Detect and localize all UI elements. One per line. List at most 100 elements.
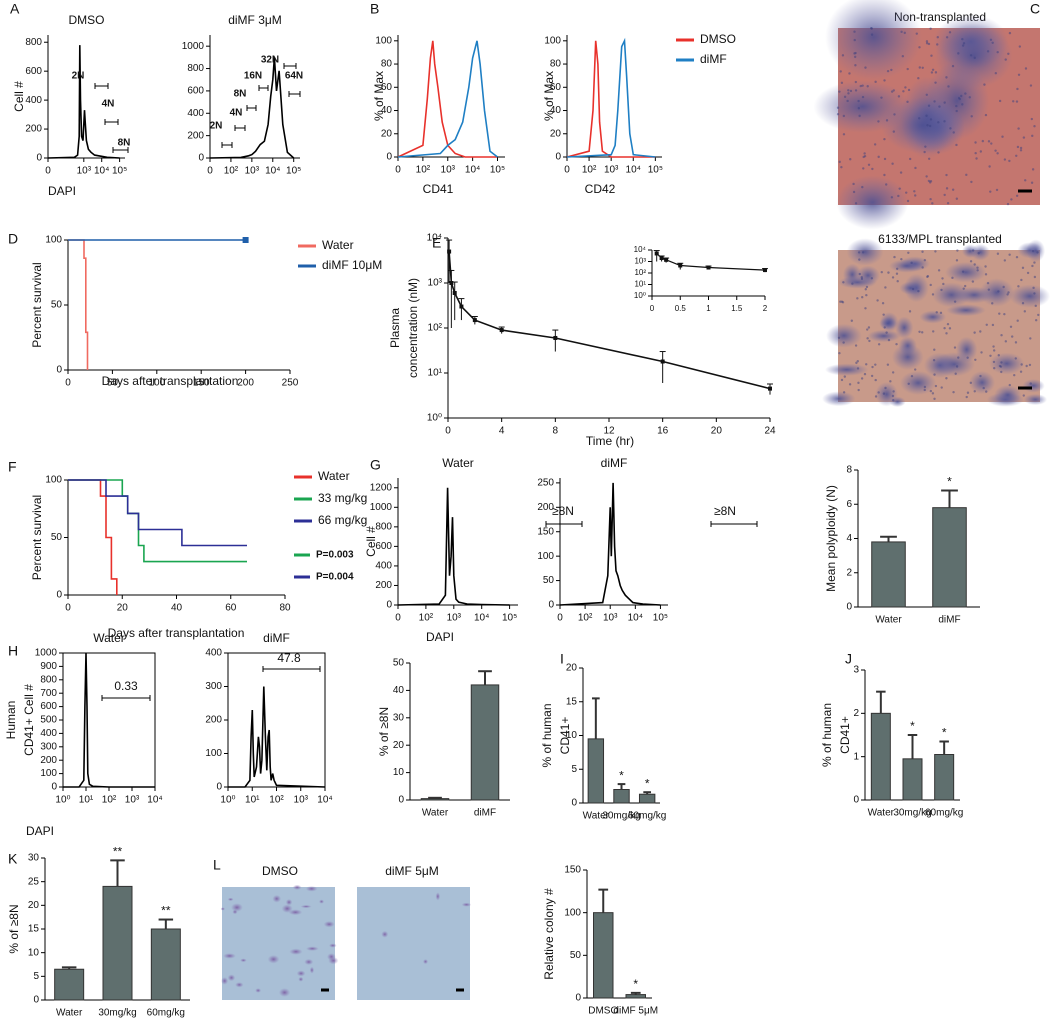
nucleus xyxy=(1021,266,1025,270)
nucleus xyxy=(840,81,844,85)
nucleus xyxy=(907,88,911,92)
panel-letter: D xyxy=(8,231,18,247)
y-tick-label: 800 xyxy=(187,63,204,74)
cell-cluster xyxy=(970,243,991,261)
dish xyxy=(357,887,470,1000)
nucleus xyxy=(873,143,877,146)
y-tick-label: 10³ xyxy=(428,278,443,289)
nucleus xyxy=(1019,149,1023,152)
cell-cluster xyxy=(889,259,925,273)
nucleus xyxy=(981,139,985,143)
nucleus xyxy=(936,43,939,46)
nucleus xyxy=(969,54,973,57)
nucleus xyxy=(976,266,979,269)
point xyxy=(660,359,665,364)
nucleus xyxy=(957,52,960,55)
x-axis-label: DAPI xyxy=(426,630,454,644)
y-tick-label: 100 xyxy=(205,748,222,759)
nucleus xyxy=(1033,275,1037,279)
nucleus xyxy=(931,202,934,205)
nucleus xyxy=(929,27,932,30)
bar xyxy=(871,541,906,608)
colony xyxy=(461,902,472,907)
x-tick-label: 10³ xyxy=(441,165,456,176)
nucleus xyxy=(980,351,983,354)
nucleus xyxy=(867,326,871,329)
y-axis-label: % of Max xyxy=(542,71,556,121)
y-tick-label: 20 xyxy=(393,740,405,751)
nucleus xyxy=(1032,286,1035,290)
annotation: 16N xyxy=(244,71,262,82)
y-tick-label: 20 xyxy=(28,900,40,911)
x-tick-label: 60 xyxy=(225,603,237,614)
nucleus xyxy=(931,392,935,395)
nucleus xyxy=(1000,370,1003,374)
nucleus xyxy=(1029,84,1033,87)
nucleus xyxy=(865,293,868,297)
nucleus xyxy=(849,89,853,93)
y-tick-label: 60 xyxy=(381,82,393,93)
nucleus xyxy=(913,190,916,193)
x-tick-label: 0 xyxy=(445,426,451,437)
x-tick-label: 10² xyxy=(102,795,117,806)
x-tick-label: 10⁴ xyxy=(265,166,280,177)
colony xyxy=(223,953,236,959)
nucleus xyxy=(975,157,978,160)
panel-letter: J xyxy=(845,651,852,667)
y-tick-label: 400 xyxy=(25,95,42,106)
nucleus xyxy=(885,331,888,334)
cell-cluster xyxy=(1023,393,1048,406)
nucleus xyxy=(929,197,932,201)
nucleus xyxy=(927,157,931,160)
significance: ** xyxy=(161,904,171,918)
series-line xyxy=(559,482,661,606)
significance: * xyxy=(645,776,650,790)
x-tick-label: 10¹ xyxy=(79,795,94,806)
y-tick-label: 0 xyxy=(33,995,39,1006)
nucleus xyxy=(987,140,991,143)
nucleus xyxy=(885,183,888,186)
nucleus xyxy=(1008,159,1011,163)
nucleus xyxy=(838,90,841,93)
colony xyxy=(235,982,244,988)
x-tick-label: 16 xyxy=(657,426,669,437)
nucleus xyxy=(917,289,920,293)
y-axis-label: Plasma xyxy=(388,308,402,348)
nucleus xyxy=(973,331,976,334)
y-tick-label: 3 xyxy=(853,665,859,676)
y-tick-label: 900 xyxy=(40,661,57,672)
nucleus xyxy=(985,323,988,326)
y-tick-label: 0 xyxy=(575,993,581,1004)
nucleus xyxy=(863,154,867,158)
nucleus xyxy=(976,269,979,272)
cell-cluster xyxy=(969,370,996,395)
nucleus xyxy=(1020,363,1023,366)
x-tick-label: Water xyxy=(583,811,610,822)
x-tick-label: 30mg/kg xyxy=(893,808,931,819)
y-tick-label: 2 xyxy=(853,708,859,719)
nucleus xyxy=(954,372,957,375)
nucleus xyxy=(892,89,895,92)
nucleus xyxy=(971,280,975,283)
nucleus xyxy=(986,281,990,285)
legend-label: 33 mg/kg xyxy=(318,491,367,505)
nucleus xyxy=(836,106,840,109)
series-line xyxy=(656,253,766,271)
nucleus xyxy=(855,361,858,365)
point xyxy=(763,268,767,273)
legend-label: Water xyxy=(318,469,350,483)
significance: * xyxy=(619,768,624,782)
nucleus xyxy=(865,363,868,366)
nucleus xyxy=(1017,73,1021,77)
nucleus xyxy=(842,133,846,136)
nucleus xyxy=(991,323,995,327)
nucleus xyxy=(906,199,910,203)
bar xyxy=(902,758,923,801)
x-tick-label: 60mg/kg xyxy=(628,811,666,822)
series-line xyxy=(209,57,295,159)
nucleus xyxy=(998,99,1002,103)
y-tick-label: 15 xyxy=(28,924,40,935)
nucleus xyxy=(925,175,928,178)
nucleus xyxy=(949,127,952,130)
nucleus xyxy=(883,173,886,177)
